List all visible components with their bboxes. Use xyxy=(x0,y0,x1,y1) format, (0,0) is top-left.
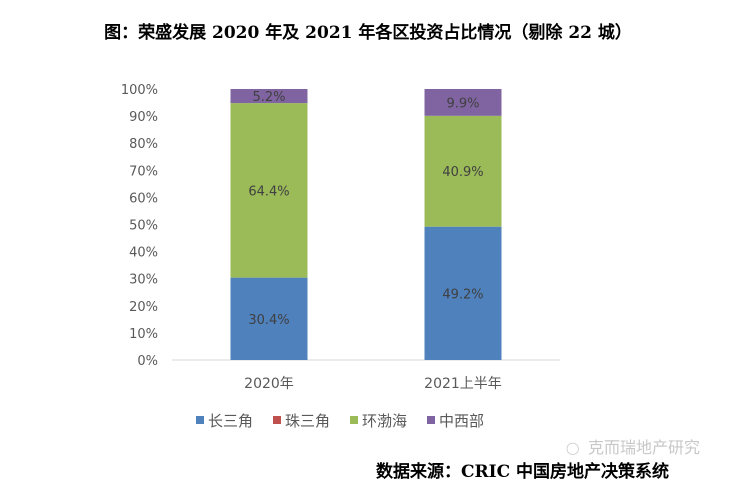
x-tick-label: 2021上半年 xyxy=(424,376,502,392)
bar-segment xyxy=(424,115,502,227)
legend-label: 珠三角 xyxy=(285,412,330,430)
x-tick-label: 2020年 xyxy=(244,376,294,392)
legend-swatch xyxy=(427,416,435,424)
legend-label: 中西部 xyxy=(439,412,484,430)
y-tick-label: 40% xyxy=(129,246,158,261)
legend-swatch xyxy=(196,416,204,424)
y-tick-label: 60% xyxy=(129,191,158,206)
y-tick-label: 70% xyxy=(129,164,158,179)
legend-swatch xyxy=(273,416,281,424)
data-label: 64.4% xyxy=(248,184,289,199)
chart-title: 图：荣盛发展 2020 年及 2021 年各区投资占比情况（剔除 22 城） xyxy=(104,23,632,43)
source-note: 数据来源：CRIC 中国房地产决策系统 xyxy=(376,462,670,482)
bar-segment xyxy=(230,89,308,104)
legend-label: 长三角 xyxy=(208,412,253,430)
y-tick-label: 30% xyxy=(129,273,158,288)
y-tick-label: 20% xyxy=(129,300,158,315)
y-tick-label: 90% xyxy=(129,110,158,125)
legend-swatch xyxy=(350,416,358,424)
y-tick-label: 100% xyxy=(121,83,158,98)
y-tick-label: 80% xyxy=(129,137,158,152)
bar-segment xyxy=(424,226,502,360)
wechat-icon: ◯ xyxy=(566,441,580,455)
data-label: 9.9% xyxy=(446,96,479,111)
watermark: 克而瑞地产研究 xyxy=(588,438,701,457)
y-tick-label: 10% xyxy=(129,327,158,342)
y-tick-label: 50% xyxy=(129,219,158,234)
data-label: 49.2% xyxy=(442,287,483,302)
y-tick-label: 0% xyxy=(137,354,158,369)
data-label: 30.4% xyxy=(248,313,289,328)
bar-segment xyxy=(230,103,308,278)
bar-segment xyxy=(230,277,308,360)
bar-segment xyxy=(424,89,502,116)
legend-label: 环渤海 xyxy=(362,412,407,430)
data-label: 40.9% xyxy=(442,165,483,180)
data-label: 5.2% xyxy=(252,90,285,105)
